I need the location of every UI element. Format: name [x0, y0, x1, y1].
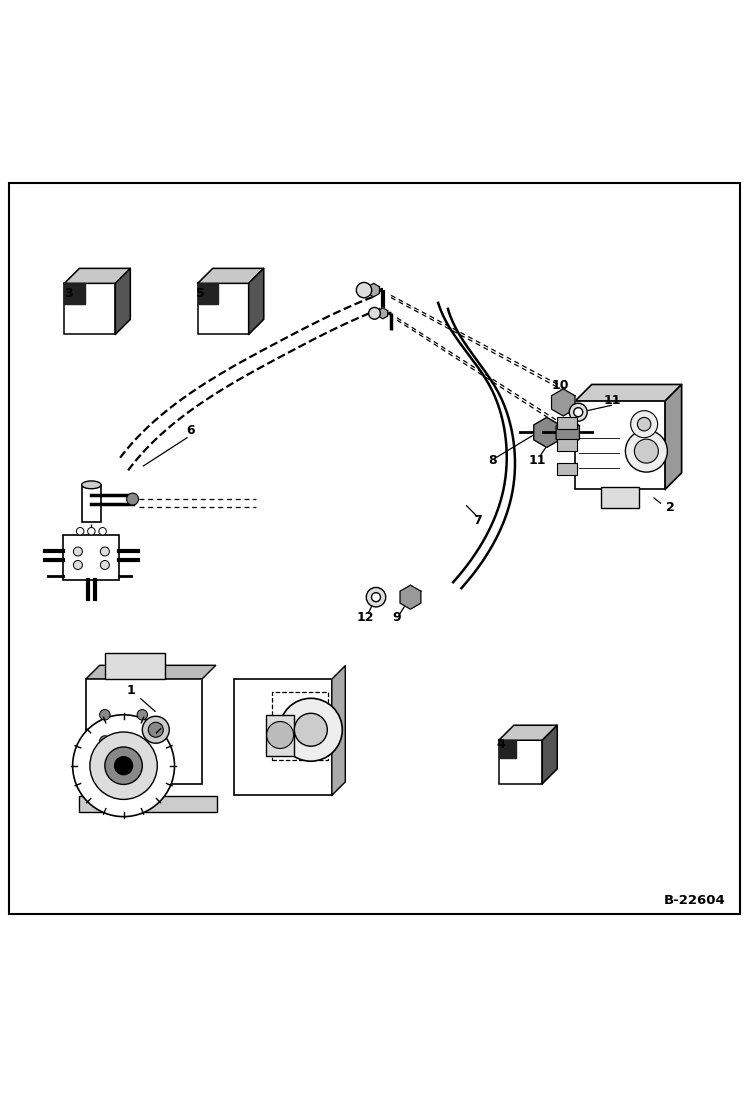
Polygon shape: [499, 740, 516, 758]
Polygon shape: [551, 389, 575, 416]
Text: 3: 3: [64, 287, 73, 301]
Bar: [79, 795, 217, 812]
Circle shape: [574, 408, 583, 417]
Circle shape: [148, 722, 163, 737]
Polygon shape: [542, 725, 557, 783]
Polygon shape: [499, 725, 557, 740]
Bar: [575, 400, 665, 489]
Circle shape: [142, 716, 169, 744]
Bar: [557, 439, 577, 451]
Circle shape: [105, 747, 142, 784]
Bar: [64, 283, 115, 335]
Text: 1: 1: [127, 685, 136, 698]
Bar: [82, 485, 101, 522]
Bar: [86, 679, 202, 783]
Circle shape: [73, 547, 82, 556]
Polygon shape: [198, 283, 218, 304]
Text: 11: 11: [604, 394, 622, 407]
Bar: [557, 417, 577, 429]
Text: 10: 10: [551, 378, 569, 392]
Circle shape: [569, 404, 587, 421]
Circle shape: [625, 430, 667, 472]
Circle shape: [137, 758, 148, 769]
Polygon shape: [378, 308, 388, 319]
Bar: [601, 487, 639, 508]
Polygon shape: [556, 419, 580, 445]
Circle shape: [369, 307, 380, 319]
Circle shape: [137, 710, 148, 720]
Polygon shape: [400, 585, 421, 609]
Polygon shape: [665, 384, 682, 489]
Text: 7: 7: [473, 513, 482, 527]
Circle shape: [90, 732, 157, 800]
Bar: [557, 463, 577, 475]
Text: 9: 9: [392, 611, 401, 624]
Ellipse shape: [82, 480, 101, 489]
Circle shape: [76, 528, 84, 535]
Circle shape: [115, 757, 133, 774]
Circle shape: [100, 710, 110, 720]
Text: 2: 2: [666, 501, 675, 513]
Text: 11: 11: [529, 454, 547, 466]
Bar: [234, 679, 332, 795]
Circle shape: [267, 722, 294, 748]
Circle shape: [73, 561, 82, 569]
Bar: [272, 692, 328, 760]
Bar: [105, 653, 165, 679]
Bar: [198, 283, 249, 335]
Polygon shape: [86, 666, 216, 679]
Circle shape: [637, 418, 651, 431]
Bar: [63, 535, 119, 580]
Bar: [499, 740, 542, 783]
Polygon shape: [64, 269, 130, 283]
Circle shape: [634, 439, 658, 463]
Polygon shape: [249, 269, 264, 335]
Polygon shape: [115, 269, 130, 335]
Polygon shape: [198, 269, 264, 283]
Polygon shape: [368, 283, 380, 297]
Circle shape: [100, 758, 110, 769]
Polygon shape: [575, 384, 682, 400]
Text: 5: 5: [196, 287, 205, 301]
Circle shape: [100, 736, 110, 746]
Circle shape: [631, 410, 658, 438]
Circle shape: [99, 528, 106, 535]
Bar: [266, 715, 294, 756]
Text: 4: 4: [496, 738, 505, 751]
Circle shape: [294, 713, 327, 746]
Text: 8: 8: [488, 454, 497, 466]
Circle shape: [366, 588, 386, 607]
Text: 6: 6: [187, 423, 195, 437]
Circle shape: [100, 561, 109, 569]
Polygon shape: [332, 666, 345, 795]
Circle shape: [372, 592, 380, 601]
Text: B-22604: B-22604: [664, 894, 725, 906]
Circle shape: [73, 715, 175, 816]
Circle shape: [88, 528, 95, 535]
Polygon shape: [64, 283, 85, 304]
Circle shape: [279, 699, 342, 761]
Circle shape: [100, 547, 109, 556]
Circle shape: [357, 282, 372, 297]
Text: 12: 12: [357, 611, 374, 624]
Circle shape: [127, 493, 139, 505]
Polygon shape: [534, 418, 560, 448]
